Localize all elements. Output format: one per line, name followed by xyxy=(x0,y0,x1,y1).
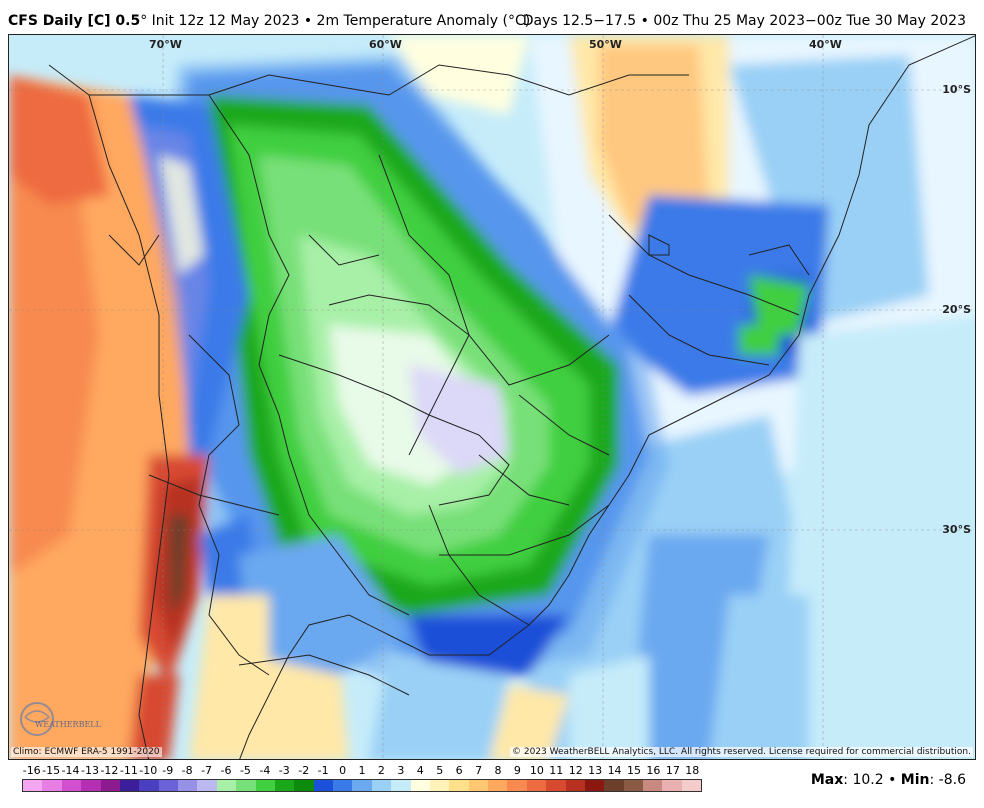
lat-label-20s: 20°S xyxy=(942,303,971,316)
colorbar-tick-label: -15 xyxy=(42,764,61,777)
graticule xyxy=(9,35,975,759)
colorbar-tick-label: -6 xyxy=(220,764,232,777)
colorbar-tick-label: -2 xyxy=(298,764,310,777)
colorbar-tick-label: -14 xyxy=(61,764,80,777)
colorbar-tick-label: 3 xyxy=(397,764,405,777)
colorbar-tick-label: -1 xyxy=(317,764,329,777)
header: CFS Daily [C] 0.5° Init 12z 12 May 2023 … xyxy=(0,0,984,34)
colorbar-tick-label: -7 xyxy=(201,764,213,777)
weatherbell-logo: WEATHERBELL xyxy=(20,702,102,736)
colorbar-tick-label: -10 xyxy=(139,764,158,777)
colorbar-swatch xyxy=(584,780,605,791)
lon-label-70w: 70°W xyxy=(149,38,182,51)
lon-label-40w: 40°W xyxy=(809,38,842,51)
colorbar-swatch xyxy=(662,780,682,791)
colorbar-tick-label: -9 xyxy=(162,764,174,777)
lat-label-30s: 30°S xyxy=(942,523,971,536)
colorbar-swatch xyxy=(352,780,372,791)
colorbar-tick-label: 14 xyxy=(607,764,622,777)
colorbar-tick-label: -13 xyxy=(81,764,99,777)
colorbar-swatch xyxy=(158,780,178,791)
colorbar-swatch xyxy=(643,780,663,791)
colorbar xyxy=(22,779,702,792)
colorbar-swatch xyxy=(178,780,198,791)
min-label: Min xyxy=(900,772,930,788)
colorbar-swatch xyxy=(313,780,333,791)
colorbar-swatch xyxy=(119,780,140,791)
colorbar-tick-label: 1 xyxy=(358,764,366,777)
colorbar-swatch xyxy=(507,780,527,791)
title-description: ° Init 12z 12 May 2023 • 2m Temperature … xyxy=(140,13,531,29)
colorbar-swatch xyxy=(681,780,702,791)
colorbar-swatch xyxy=(526,780,547,791)
colorbar-swatch xyxy=(410,780,430,791)
borders xyxy=(48,35,975,759)
colorbar-tick-label: 0 xyxy=(339,764,347,777)
colorbar-tick-label: 15 xyxy=(627,764,641,777)
colorbar-swatch xyxy=(565,780,585,791)
colorbar-swatch xyxy=(333,780,353,791)
colorbar-tick-label: -11 xyxy=(119,764,138,777)
logo-wordmark: WEATHERBELL xyxy=(35,720,102,729)
colorbar-tick-label: 2 xyxy=(377,764,385,777)
colorbar-swatch xyxy=(449,780,469,791)
map-canvas xyxy=(9,35,975,759)
max-value: 10.2 xyxy=(852,772,884,788)
colorbar-tick-label: -4 xyxy=(259,764,271,777)
colorbar-swatch xyxy=(81,780,101,791)
stats-separator: • xyxy=(888,772,897,788)
map-title: CFS Daily [C] 0.5° Init 12z 12 May 2023 … xyxy=(8,13,530,29)
colorbar-swatch xyxy=(197,780,217,791)
colorbar-tick-label: 6 xyxy=(455,764,463,777)
lon-label-60w: 60°W xyxy=(369,38,402,51)
colorbar-tick-label: -8 xyxy=(181,764,193,777)
colorbar-tick-label: 8 xyxy=(494,764,502,777)
colorbar-tick-label: 9 xyxy=(513,764,521,777)
colorbar-swatch xyxy=(23,780,43,791)
colorbar-swatch xyxy=(468,780,488,791)
colorbar-swatch xyxy=(139,780,159,791)
colorbar-tick-label: 4 xyxy=(416,764,424,777)
colorbar-tick-label: 7 xyxy=(475,764,483,777)
colorbar-swatch xyxy=(236,780,256,791)
colorbar-swatch xyxy=(604,780,624,791)
colorbar-swatch xyxy=(371,780,392,791)
colorbar-tick-label: 11 xyxy=(549,764,564,777)
colorbar-tick-label: -16 xyxy=(22,764,41,777)
lon-label-50w: 50°W xyxy=(589,38,622,51)
valid-period: Days 12.5−17.5 • 00z Thu 25 May 2023−00z… xyxy=(522,13,966,29)
colorbar-swatch xyxy=(391,780,411,791)
colorbar-tick-label: 18 xyxy=(685,764,700,777)
anomaly-field xyxy=(9,35,975,759)
colorbar-swatch xyxy=(255,780,275,791)
copyright-note: © 2023 WeatherBELL Analytics, LLC. All r… xyxy=(510,747,973,757)
max-label: Max xyxy=(810,772,844,788)
colorbar-swatch xyxy=(216,780,237,791)
colorbar-swatch xyxy=(294,780,314,791)
colorbar-swatch xyxy=(623,780,643,791)
colorbar-tick-label: 5 xyxy=(436,764,444,777)
colorbar-tick-label: 13 xyxy=(588,764,603,777)
anomaly-map[interactable]: 70°W 60°W 50°W 40°W 10°S 20°S 30°S WEATH… xyxy=(8,34,976,760)
colorbar-tick-label: 12 xyxy=(568,764,583,777)
colorbar-swatch xyxy=(429,780,450,791)
colorbar-swatch xyxy=(42,780,62,791)
climo-note: Climo: ECMWF ERA-5 1991-2020 xyxy=(11,747,162,757)
colorbar-tick-label: 17 xyxy=(665,764,680,777)
colorbar-tick-label: -3 xyxy=(278,764,290,777)
lat-label-10s: 10°S xyxy=(942,83,971,96)
colorbar-ticks: -16 -15 -14 -13 -12 -11 -10 -9 -8 -7 -6 -5 -4 -3 -2 -1 0… xyxy=(22,764,702,778)
colorbar-tick-label: 16 xyxy=(646,764,661,777)
colorbar-swatch xyxy=(488,780,508,791)
colorbar-swatch xyxy=(274,780,295,791)
colorbar-swatch xyxy=(546,780,566,791)
colorbar-tick-label: -12 xyxy=(100,764,119,777)
colorbar-swatch xyxy=(61,780,82,791)
min-value: -8.6 xyxy=(938,772,966,788)
max-min-stats: Max: 10.2 • Min: -8.6 xyxy=(810,772,966,788)
colorbar-tick-label: 10 xyxy=(529,764,544,777)
colorbar-tick-label: -5 xyxy=(239,764,251,777)
model-name: CFS Daily [C] 0.5 xyxy=(8,13,141,29)
colorbar-swatch xyxy=(100,780,120,791)
